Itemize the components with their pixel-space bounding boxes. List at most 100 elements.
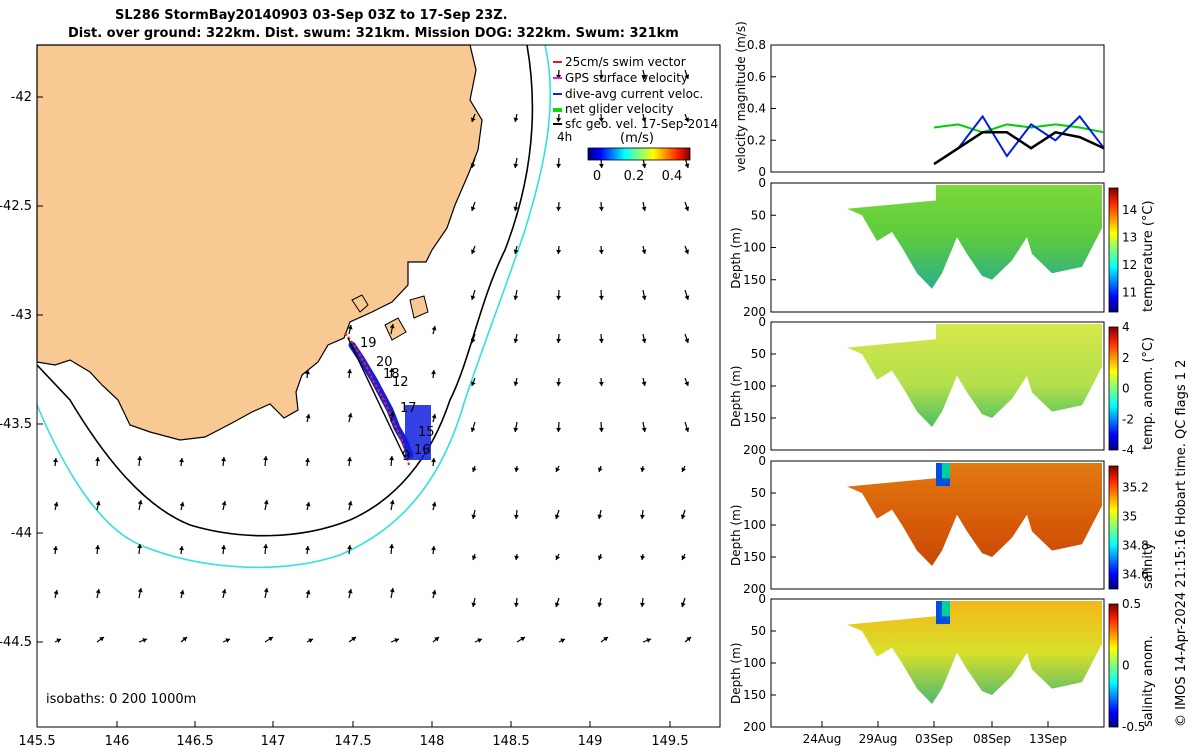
velocity-arrowhead: [305, 590, 311, 595]
legend-item-net: net glider velocity: [565, 102, 673, 116]
colorbar-tick-label: 4: [1122, 320, 1130, 334]
velocity-arrowhead: [641, 295, 647, 300]
velocity-arrowhead: [347, 457, 353, 462]
speed-colorbar-tick-label: 0: [593, 169, 601, 184]
map-x-tick-label: 149.5: [651, 734, 688, 749]
glider-net: [347, 337, 406, 459]
velocity-arrowhead: [598, 381, 604, 386]
legend-item-geo: sfc geo. vel. 17-Sep-2014: [565, 117, 718, 131]
velocity-arrowhead: [556, 117, 562, 122]
figure-subtitle: Dist. over ground: 322km. Dist. swum: 32…: [68, 26, 679, 41]
velocity-arrowhead: [137, 544, 143, 549]
map-land: [36, 44, 483, 441]
colorbar-tick-label: 0: [1122, 382, 1130, 396]
velocity-arrowhead: [477, 638, 482, 643]
map-x-tick-label: 147: [261, 734, 286, 749]
velocity-arrowhead: [646, 638, 651, 643]
track-day-label: 15: [418, 425, 435, 440]
velocity-arrowhead: [305, 502, 311, 507]
velocity-arrowhead: [179, 546, 184, 551]
velocity-arrowhead: [556, 163, 562, 168]
velocity-arrowhead: [684, 206, 690, 211]
depth-tick-label: 0: [758, 592, 766, 606]
track-day-label: 17: [400, 401, 417, 416]
depth-axis-label: Depth (m): [729, 366, 743, 427]
velocity-arrowhead: [221, 501, 227, 506]
depth-tick-label: 50: [751, 347, 766, 361]
track-day-label: 19: [360, 336, 377, 351]
speed-colorbar-label: (m/s): [620, 131, 654, 146]
velocity-arrowhead: [471, 602, 477, 607]
velocity-arrowhead: [347, 589, 353, 594]
velocity-arrowhead: [347, 325, 353, 330]
legend-item-swim: 25cm/s swim vector: [565, 55, 686, 69]
glider-track-red: [344, 332, 411, 466]
velocity-arrowhead: [137, 500, 143, 505]
isobath-200: [36, 44, 534, 537]
velocity-arrowhead: [639, 514, 645, 519]
velocity-arrowhead: [560, 638, 565, 644]
map-x-tick-label: 149: [578, 734, 603, 749]
velocity-arrowhead: [53, 590, 59, 595]
depth-tick-label: 0: [758, 176, 766, 190]
colorbar-tick-label: 35.2: [1122, 481, 1149, 495]
panel-2: 0 50 100 150 200 Depth (m) -4 -2 0 2 4 temp. anom. …: [729, 315, 1156, 457]
colorbar-tick-label: 0: [1122, 659, 1130, 673]
panel-frame: [770, 44, 1105, 173]
velocity-arrowhead: [641, 381, 647, 386]
island: [409, 295, 429, 319]
colorbar-label: salinity anom.: [1141, 635, 1156, 727]
panel-x-tick-label: 08Sep: [973, 732, 1011, 746]
velocity-arrowhead: [556, 295, 562, 300]
velocity-arrowhead: [434, 637, 439, 642]
colorbar-label: salinity: [1141, 542, 1156, 589]
velocity-arrowhead: [305, 546, 310, 551]
velocity-arrowhead: [513, 381, 519, 386]
section-initial-column: [942, 463, 950, 479]
velocity-arrowhead: [95, 589, 101, 594]
velocity-arrowhead: [513, 295, 519, 300]
velocity-arrowhead: [598, 117, 604, 122]
section-fill-1: [847, 185, 1102, 289]
colorbar-tick-label: 13: [1122, 231, 1137, 245]
velocity-arrowhead: [263, 544, 269, 549]
velocity-arrowhead: [263, 456, 269, 461]
velocity-arrowhead: [598, 427, 604, 432]
velocity-arrowhead: [431, 546, 436, 551]
credit-text: © IMOS 14-Apr-2024 21:15:16 Hobart time.…: [1174, 360, 1189, 727]
velocity-arrowhead: [684, 338, 690, 343]
velocity-arrowhead: [263, 500, 269, 505]
velocity-arrowhead: [394, 638, 399, 643]
speed-colorbar-tick-label: 0.2: [624, 169, 645, 184]
velocity-arrowhead: [684, 249, 690, 254]
velocity-arrowhead: [347, 369, 353, 374]
track-day-label: 20: [376, 355, 393, 370]
velocity-arrowhead: [305, 370, 310, 375]
velocity-arrowhead: [513, 602, 519, 607]
panel-3: 0 50 100 150 200 Depth (m) 34.6 34.8 35 35.2 salin…: [729, 454, 1156, 596]
isobath-1000: [36, 44, 552, 569]
velocity-arrowhead: [470, 249, 476, 254]
map-x-tick-label: 148.5: [492, 734, 529, 749]
velocity-arrowhead: [431, 502, 437, 507]
velocity-arrowhead: [680, 514, 686, 519]
panel-x-tick-label: 13Sep: [1029, 732, 1067, 746]
velocity-arrowhead: [389, 544, 395, 549]
depth-axis-label: Depth (m): [729, 505, 743, 566]
map-frame: [36, 44, 721, 728]
velocity-arrowhead: [431, 414, 437, 419]
map-x-tick-label: 147.5: [334, 734, 371, 749]
velocity-arrowhead: [513, 163, 519, 168]
velocity-arrowhead: [470, 427, 476, 432]
velocity-arrowhead: [556, 74, 562, 79]
depth-tick-label: 100: [743, 518, 766, 532]
map-y-axis: -42 -42.5 -43 -43.5 -44 -44.5: [0, 90, 43, 650]
velocity-arrowhead: [308, 638, 313, 644]
velocity-arrowhead: [597, 514, 603, 519]
velocity-arrowhead: [513, 206, 519, 211]
depth-tick-label: 100: [743, 656, 766, 670]
